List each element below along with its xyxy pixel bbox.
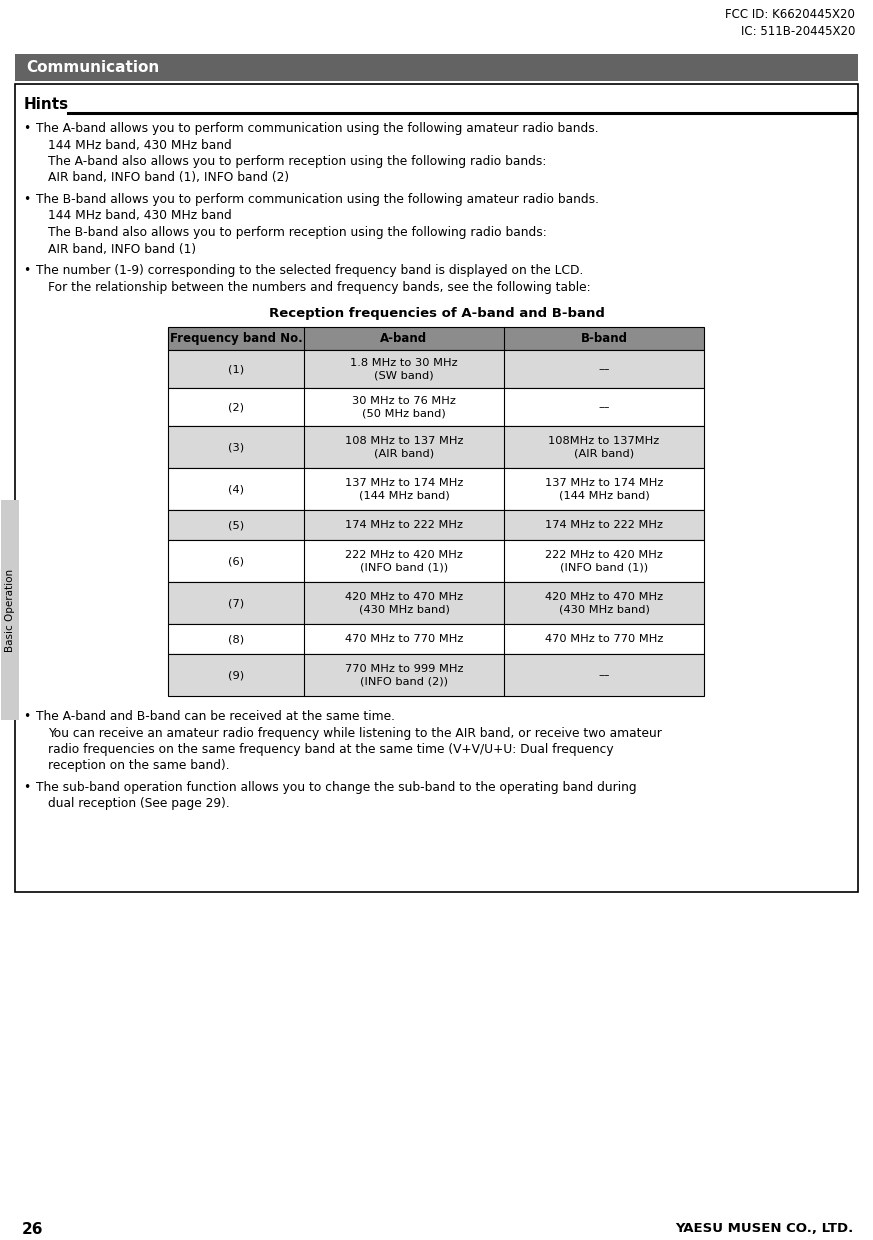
Text: ––: –– (598, 365, 609, 374)
Text: 222 MHz to 420 MHz
(INFO band (1)): 222 MHz to 420 MHz (INFO band (1)) (545, 549, 663, 573)
Bar (168, 624, 704, 653)
Bar (15, 84, 858, 892)
Text: •: • (23, 193, 31, 206)
Text: •: • (23, 781, 31, 794)
Text: Hints: Hints (24, 97, 69, 112)
Text: Communication: Communication (26, 60, 159, 74)
Bar (168, 653, 704, 696)
Text: The sub-band operation function allows you to change the sub-band to the operati: The sub-band operation function allows y… (36, 781, 636, 794)
Text: 26: 26 (22, 1221, 44, 1238)
Text: (2): (2) (228, 402, 244, 412)
Bar (168, 539, 704, 582)
Text: AIR band, INFO band (1), INFO band (2): AIR band, INFO band (1), INFO band (2) (48, 171, 289, 185)
Text: ––: –– (598, 402, 609, 412)
Text: 108 MHz to 137 MHz
(AIR band): 108 MHz to 137 MHz (AIR band) (345, 435, 464, 459)
Text: A-band: A-band (381, 332, 428, 345)
Text: ––: –– (598, 670, 609, 680)
Text: 137 MHz to 174 MHz
(144 MHz band): 137 MHz to 174 MHz (144 MHz band) (345, 477, 464, 501)
Text: YAESU MUSEN CO., LTD.: YAESU MUSEN CO., LTD. (675, 1221, 853, 1235)
Text: 1.8 MHz to 30 MHz
(SW band): 1.8 MHz to 30 MHz (SW band) (350, 357, 457, 381)
Text: B-band: B-band (581, 332, 628, 345)
Bar (168, 467, 704, 510)
Text: Basic Operation: Basic Operation (5, 568, 15, 651)
Text: 144 MHz band, 430 MHz band: 144 MHz band, 430 MHz band (48, 139, 231, 151)
Text: reception on the same band).: reception on the same band). (48, 759, 230, 773)
Text: (9): (9) (228, 670, 244, 680)
Text: You can receive an amateur radio frequency while listening to the AIR band, or r: You can receive an amateur radio frequen… (48, 727, 662, 739)
Text: For the relationship between the numbers and frequency bands, see the following : For the relationship between the numbers… (48, 280, 591, 294)
Text: (8): (8) (228, 634, 244, 644)
Bar (15, 55, 858, 81)
Bar (168, 582, 704, 624)
Text: 174 MHz to 222 MHz: 174 MHz to 222 MHz (345, 520, 463, 529)
Text: (5): (5) (228, 520, 244, 529)
Text: The B-band allows you to perform communication using the following amateur radio: The B-band allows you to perform communi… (36, 193, 599, 206)
Text: 420 MHz to 470 MHz
(430 MHz band): 420 MHz to 470 MHz (430 MHz band) (545, 591, 663, 614)
Text: The A-band also allows you to perform reception using the following radio bands:: The A-band also allows you to perform re… (48, 155, 546, 167)
Text: •: • (23, 264, 31, 277)
Text: AIR band, INFO band (1): AIR band, INFO band (1) (48, 243, 196, 255)
Text: radio frequencies on the same frequency band at the same time (V+V/U+U: Dual fre: radio frequencies on the same frequency … (48, 743, 614, 756)
Text: Frequency band No.: Frequency band No. (169, 332, 302, 345)
Text: •: • (23, 122, 31, 135)
Text: 470 MHz to 770 MHz: 470 MHz to 770 MHz (545, 634, 663, 644)
Text: (6): (6) (228, 556, 244, 565)
Text: The number (1-9) corresponding to the selected frequency band is displayed on th: The number (1-9) corresponding to the se… (36, 264, 583, 277)
Text: The A-band and B-band can be received at the same time.: The A-band and B-band can be received at… (36, 711, 395, 723)
Text: (7): (7) (228, 598, 244, 608)
Text: •: • (23, 711, 31, 723)
Text: 30 MHz to 76 MHz
(50 MHz band): 30 MHz to 76 MHz (50 MHz band) (352, 396, 456, 418)
Text: (3): (3) (228, 441, 244, 453)
Bar (168, 427, 704, 467)
Text: (4): (4) (228, 484, 244, 494)
Bar (168, 388, 704, 427)
Text: The A-band allows you to perform communication using the following amateur radio: The A-band allows you to perform communi… (36, 122, 599, 135)
Bar (168, 350, 704, 388)
Text: 144 MHz band, 430 MHz band: 144 MHz band, 430 MHz band (48, 210, 231, 222)
Text: dual reception (See page 29).: dual reception (See page 29). (48, 797, 230, 811)
Bar (1, 500, 19, 720)
Text: Reception frequencies of A-band and B-band: Reception frequencies of A-band and B-ba… (269, 308, 604, 320)
Bar (168, 510, 704, 539)
Text: 174 MHz to 222 MHz: 174 MHz to 222 MHz (545, 520, 663, 529)
Text: (1): (1) (228, 365, 244, 374)
Text: FCC ID: K6620445X20
IC: 511B-20445X20: FCC ID: K6620445X20 IC: 511B-20445X20 (725, 7, 855, 38)
Text: 222 MHz to 420 MHz
(INFO band (1)): 222 MHz to 420 MHz (INFO band (1)) (345, 549, 463, 573)
Text: 470 MHz to 770 MHz: 470 MHz to 770 MHz (345, 634, 464, 644)
Text: 770 MHz to 999 MHz
(INFO band (2)): 770 MHz to 999 MHz (INFO band (2)) (345, 663, 464, 687)
Text: 420 MHz to 470 MHz
(430 MHz band): 420 MHz to 470 MHz (430 MHz band) (345, 591, 463, 614)
Text: 108MHz to 137MHz
(AIR band): 108MHz to 137MHz (AIR band) (548, 435, 660, 459)
Bar (168, 327, 704, 350)
Text: 137 MHz to 174 MHz
(144 MHz band): 137 MHz to 174 MHz (144 MHz band) (545, 477, 663, 501)
Text: The B-band also allows you to perform reception using the following radio bands:: The B-band also allows you to perform re… (48, 226, 546, 239)
